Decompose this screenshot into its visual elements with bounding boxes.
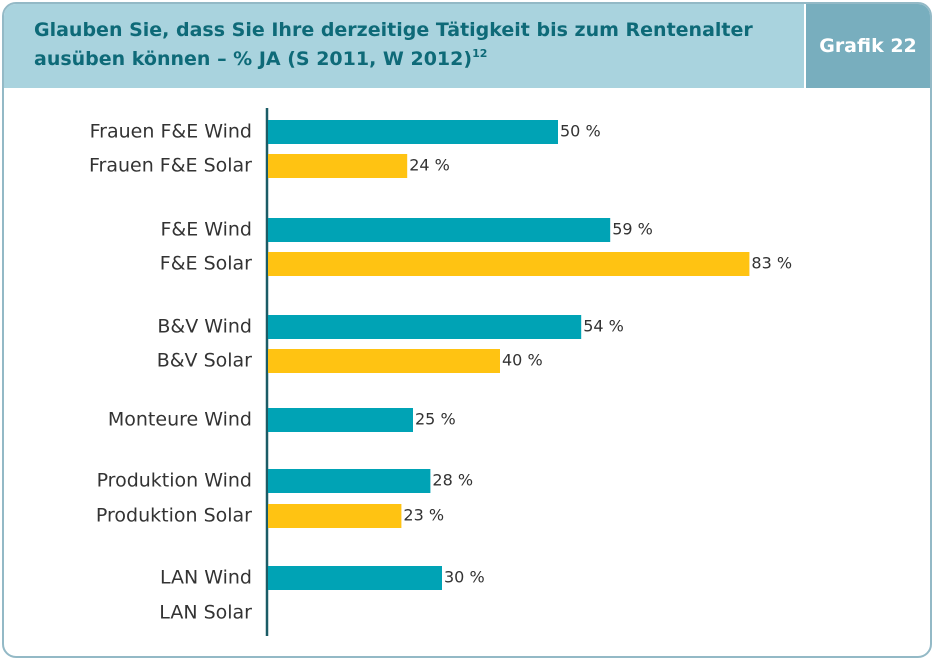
bar xyxy=(268,504,402,528)
footnote-mark: 12 xyxy=(472,47,488,60)
category-label: Produktion Wind xyxy=(97,470,252,492)
category-label: LAN Wind xyxy=(160,567,252,589)
bar xyxy=(268,566,442,590)
chart-title: Glauben Sie, dass Sie Ihre derzeitige Tä… xyxy=(34,16,794,74)
header: Glauben Sie, dass Sie Ihre derzeitige Tä… xyxy=(4,4,930,88)
bar xyxy=(268,120,558,144)
bar xyxy=(268,349,500,373)
category-label: F&E Solar xyxy=(160,253,252,275)
value-label: 28 % xyxy=(432,471,473,490)
category-label: LAN Solar xyxy=(159,602,252,624)
value-label: 24 % xyxy=(409,156,450,175)
title-text: Glauben Sie, dass Sie Ihre derzeitige Tä… xyxy=(34,19,753,70)
category-label: B&V Solar xyxy=(157,350,252,372)
value-label: 40 % xyxy=(502,351,543,370)
category-label: Frauen F&E Wind xyxy=(90,121,252,143)
chart: Frauen F&E Wind 50 % Frauen F&E Solar 24 % F… xyxy=(89,108,792,636)
value-label: 59 % xyxy=(612,220,653,239)
category-label: Monteure Wind xyxy=(108,409,252,431)
bar xyxy=(268,218,611,242)
badge: Grafik 22 xyxy=(804,4,930,88)
bar xyxy=(268,154,408,178)
value-label: 50 % xyxy=(560,122,601,141)
value-label: 54 % xyxy=(583,317,624,336)
category-label: Frauen F&E Solar xyxy=(89,155,252,177)
category-label: B&V Wind xyxy=(157,316,252,338)
bar xyxy=(268,408,413,432)
category-label: Produktion Solar xyxy=(96,505,252,527)
value-label: 25 % xyxy=(415,410,456,429)
value-label: 83 % xyxy=(751,254,792,273)
bar xyxy=(268,469,431,493)
bar xyxy=(268,315,582,339)
value-label: 30 % xyxy=(444,568,485,587)
bar xyxy=(268,252,750,276)
value-label: 23 % xyxy=(403,506,444,525)
category-label: F&E Wind xyxy=(160,219,252,241)
